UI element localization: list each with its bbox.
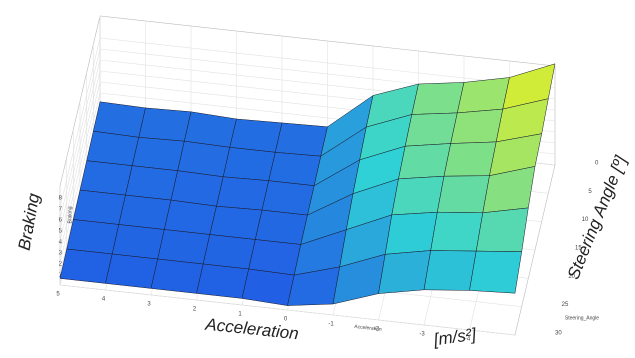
surface-patch — [391, 175, 445, 216]
surface-patch — [138, 107, 192, 142]
x-tick-label: -3 — [419, 332, 425, 338]
grid-line — [59, 70, 101, 242]
surface-patch — [59, 248, 113, 284]
y-tick-label: 0 — [595, 161, 599, 167]
unit-annotation: [m/s²] — [432, 324, 479, 349]
y-tick-label: 10 — [582, 217, 589, 223]
y-tick-label: 20 — [568, 274, 575, 280]
surface-patch — [209, 205, 263, 240]
surface-patch — [437, 175, 490, 214]
surface-patch — [384, 211, 438, 255]
surface-patch — [66, 219, 120, 255]
surface-patch — [457, 77, 510, 114]
z-tick-label: 8 — [59, 196, 63, 202]
surface-patch — [469, 250, 522, 294]
grid-line — [59, 92, 101, 264]
surface-patch — [118, 194, 172, 230]
x-tick-label: 0 — [284, 317, 288, 323]
surface-patch — [450, 108, 504, 144]
surface-patch — [423, 250, 477, 291]
y-axis-label: Steering_Angle — [565, 315, 599, 321]
grid-line — [59, 37, 101, 209]
x-axis-label: Acceleration — [354, 324, 382, 333]
surface — [59, 63, 556, 306]
y-tick-label: 30 — [555, 331, 562, 337]
z-tick-label: 7 — [59, 207, 63, 213]
grid-line — [59, 59, 101, 231]
grid-line — [59, 48, 101, 220]
surface-patch — [255, 209, 308, 245]
surface-patch — [229, 118, 283, 153]
surface-patch — [275, 122, 328, 157]
surface-patch — [202, 234, 256, 270]
z-axis-label: Braking — [67, 206, 73, 223]
surface-patch — [268, 152, 322, 186]
z-tick-label: 3 — [59, 251, 63, 257]
surface-patch — [411, 82, 465, 115]
x-tick-label: -2 — [374, 327, 380, 333]
surface-patch — [248, 239, 302, 276]
surface-patch — [73, 189, 126, 225]
surface-patch — [398, 143, 451, 180]
steering-annotation: Steering Angle [º] — [564, 152, 631, 282]
x-tick-label: 1 — [238, 312, 242, 318]
surface-patch — [111, 224, 165, 260]
z-tick-label: 5 — [59, 229, 63, 235]
surface-patch — [430, 211, 484, 252]
braking-annotation: Braking — [15, 191, 44, 252]
y-tick-label: 15 — [575, 246, 582, 252]
surface-patch — [443, 141, 497, 177]
surface-patch — [93, 101, 146, 138]
grid-line — [59, 81, 101, 253]
x-tick-label: 2 — [193, 307, 197, 313]
x-tick-label: 4 — [102, 297, 106, 303]
surface-patch — [261, 180, 315, 216]
surface-patch — [105, 253, 158, 289]
surface-patch — [216, 176, 269, 211]
y-tick-label: 25 — [562, 302, 569, 308]
surface-patch — [164, 199, 217, 235]
surface-patch — [86, 130, 140, 166]
surface-patch — [475, 207, 529, 252]
surface-patch — [131, 137, 185, 171]
x-tick-label: -4 — [465, 337, 471, 343]
x-tick-label: -1 — [328, 322, 334, 328]
surface-patch — [196, 263, 249, 299]
surface-patch — [222, 147, 276, 181]
surface-patch — [404, 112, 458, 147]
z-tick-label: 2 — [59, 262, 63, 268]
surface-patch — [79, 160, 133, 196]
surface-patch — [125, 165, 178, 201]
surface-patch — [157, 229, 211, 265]
surface-patch — [170, 170, 224, 207]
surface-patch — [378, 250, 431, 294]
y-tick-label: 5 — [588, 189, 592, 195]
x-tick-label: 5 — [56, 292, 60, 298]
grid-line — [59, 284, 516, 336]
x-tick-label: 3 — [147, 302, 151, 308]
z-tick-label: 6 — [59, 218, 63, 224]
surface-patch — [177, 140, 231, 178]
grid-line — [99, 37, 556, 89]
z-tick-label: 4 — [59, 240, 63, 246]
surface-patch — [150, 258, 204, 294]
